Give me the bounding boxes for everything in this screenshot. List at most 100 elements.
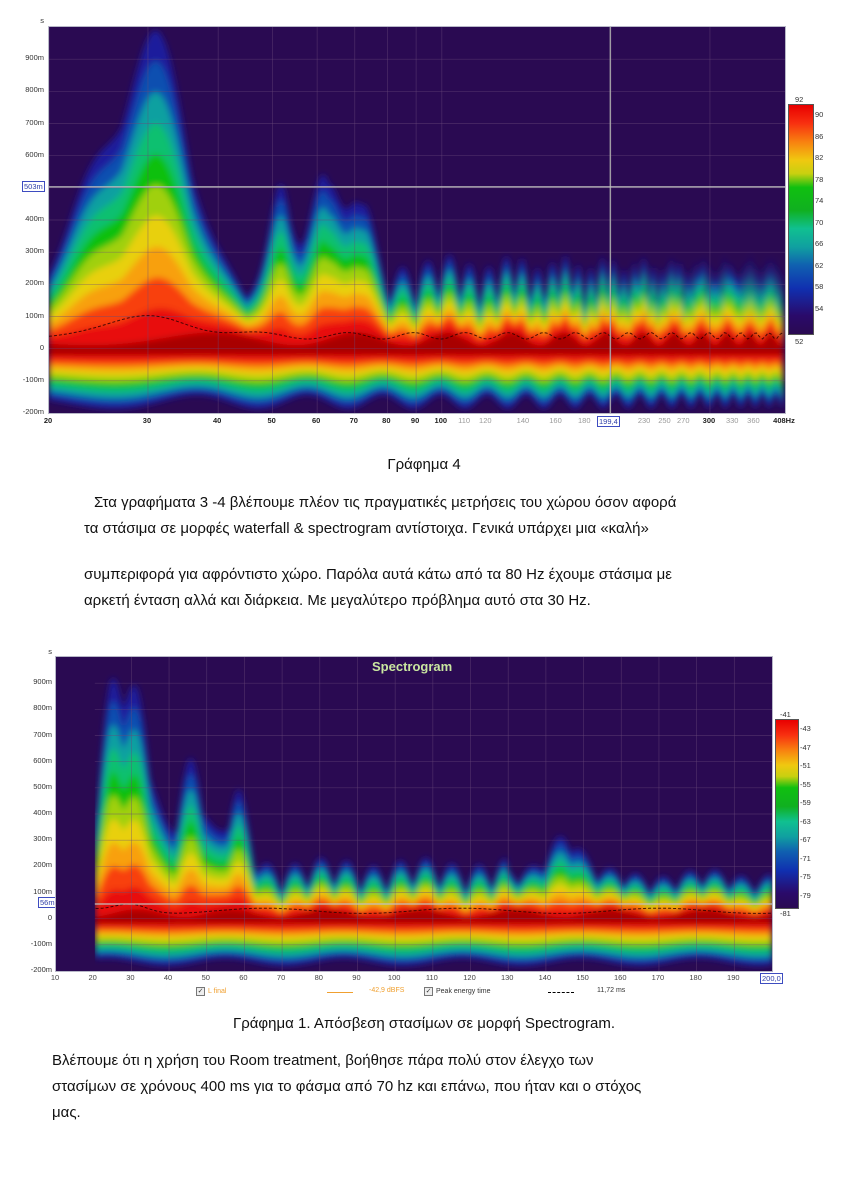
y-tick-label: 700m: [33, 729, 52, 739]
colorbar-tick-label: -55: [800, 779, 811, 789]
colorbar-tick-label: 78: [815, 174, 824, 184]
body-paragraph-2: συμπεριφορά για αφρόντιστο χώρο. Παρόλα …: [84, 562, 804, 614]
cursor-y-readout[interactable]: 503m: [22, 181, 45, 192]
x-tick-label: 120: [479, 416, 492, 425]
colorbar: [775, 719, 799, 909]
peak-energy-checkbox[interactable]: ✓: [424, 987, 433, 996]
y-tick-label: 800m: [25, 85, 44, 95]
y-tick-label: 900m: [25, 53, 44, 63]
l-final-value-text: -42,9 dBFS: [369, 987, 405, 994]
paragraph-line: στασίμων σε χρόνους 400 ms για το φάσμα …: [52, 1078, 642, 1095]
peak-energy-label: Peak energy time: [436, 988, 491, 995]
x-tick-label: 140: [538, 973, 552, 982]
colorbar-tick-label: 90: [815, 110, 824, 119]
spectrogram-heatmap: [56, 657, 772, 971]
colorbar-tick-label: 70: [815, 217, 824, 227]
colorbar-min: 52: [795, 337, 804, 346]
paragraph-line: αρκετή ένταση αλλά και διάρκεια. Με μεγα…: [84, 592, 591, 609]
y-tick-label: 400m: [25, 214, 44, 223]
x-tick-label: 230: [637, 416, 651, 425]
legend-l-final[interactable]: ✓ L final: [196, 987, 226, 996]
x-tick-label: 110: [458, 416, 471, 425]
colorbar-tick-label: 74: [815, 196, 824, 205]
l-final-checkbox[interactable]: ✓: [196, 987, 205, 996]
x-tick-label: 40: [163, 973, 173, 982]
x-tick-label: 360: [747, 416, 760, 425]
colorbar-max: -41: [780, 710, 791, 719]
x-tick-label: 130: [500, 973, 514, 982]
colorbar-tick-label: -63: [800, 816, 811, 826]
y-tick-label: 300m: [25, 246, 44, 256]
x-tick-label: 120: [463, 973, 476, 982]
colorbar-tick-label: -79: [800, 890, 811, 900]
y-tick-label: 500m: [33, 781, 52, 791]
y-tick-label: 0: [47, 912, 52, 922]
x-tick-label: 10: [50, 973, 60, 982]
y-axis-unit: s: [40, 16, 44, 25]
x-tick-label: 110: [425, 973, 438, 982]
x-tick-label: 160: [613, 973, 627, 982]
x-tick-label: 30: [142, 416, 152, 425]
figure-caption-1: Γράφημα 1. Απόσβεση στασίμων σε μορφή Sp…: [232, 1015, 616, 1032]
x-tick-label: 50: [267, 416, 276, 425]
colorbar-tick-label: -59: [800, 798, 811, 807]
chart-title: Spectrogram: [372, 659, 453, 674]
colorbar-tick-label: -71: [800, 853, 811, 863]
x-tick-label: 90: [410, 416, 420, 425]
x-tick-label: 30: [126, 973, 135, 982]
paragraph-line: Βλέπουμε ότι η χρήση του Room treatment,…: [52, 1052, 594, 1069]
y-tick-label: 400m: [33, 808, 52, 817]
x-tick-label: 60: [311, 416, 321, 425]
colorbar-tick-label: -47: [800, 742, 811, 752]
x-tick-label: 408Hz: [773, 416, 795, 425]
colorbar-tick-label: 54: [815, 303, 824, 313]
cursor-x-readout[interactable]: 200,0: [760, 973, 783, 984]
x-tick-label: 300: [702, 416, 716, 425]
legend-peak-energy[interactable]: ✓ Peak energy time: [424, 987, 490, 996]
colorbar-min: -81: [780, 909, 791, 918]
paragraph-line: συμπεριφορά για αφρόντιστο χώρο. Παρόλα …: [84, 566, 672, 583]
y-tick-label: 900m: [33, 677, 52, 687]
y-axis-unit: s: [48, 647, 52, 656]
x-tick-label: 20: [43, 416, 53, 425]
x-tick-label: 250: [658, 416, 671, 425]
x-tick-label: 270: [676, 416, 690, 425]
x-tick-label: 140: [516, 416, 530, 425]
y-tick-label: 600m: [25, 149, 44, 159]
x-tick-label: 150: [576, 973, 589, 982]
body-paragraph-1: Στα γραφήματα 3 -4 βλέπουμε πλέον τις πρ…: [84, 490, 804, 542]
l-final-value: -42,9 dBFS: [369, 987, 404, 994]
waterfall-plot-area[interactable]: [48, 26, 786, 414]
peak-energy-value: 11,72 ms: [597, 987, 625, 994]
peak-energy-dash-swatch: [548, 992, 574, 993]
x-tick-label: 170: [651, 973, 665, 982]
cursor-y-readout[interactable]: 56m: [38, 897, 57, 908]
colorbar: [788, 104, 814, 335]
colorbar-tick-label: -67: [800, 835, 811, 844]
y-tick-label: 200m: [33, 860, 52, 870]
y-tick-label: 100m: [25, 310, 44, 320]
waterfall-chart: s 900m 800m 700m 600m 400m 300m 200m 100m 0 -100m…: [0, 0, 848, 440]
x-tick-label: 70: [276, 973, 286, 982]
colorbar-tick-label: -43: [800, 724, 811, 733]
spectrogram-plot-area[interactable]: Spectrogram: [55, 656, 773, 972]
peak-energy-value-text: 11,72 ms: [597, 987, 626, 994]
l-final-label: L final: [208, 988, 227, 995]
colorbar-tick-label: 58: [815, 282, 824, 291]
x-tick-label: 100: [434, 416, 448, 425]
x-tick-label: 50: [201, 973, 210, 982]
x-tick-label: 180: [578, 416, 591, 425]
x-tick-label: 100: [387, 973, 401, 982]
paragraph-line: Στα γραφήματα 3 -4 βλέπουμε πλέον τις πρ…: [94, 494, 677, 511]
x-tick-label: 90: [352, 973, 361, 982]
paragraph-line: μας.: [52, 1104, 81, 1121]
y-tick-label: 0: [39, 342, 44, 352]
colorbar-tick-label: -51: [800, 761, 811, 770]
x-tick-label: 330: [725, 416, 739, 425]
x-tick-label: 180: [689, 973, 702, 982]
cursor-x-readout[interactable]: 199,4: [597, 416, 620, 427]
y-tick-label: -200m: [22, 407, 44, 416]
colorbar-tick-label: -75: [800, 872, 811, 881]
colorbar-tick-label: 66: [815, 239, 824, 248]
spectrogram-chart: s 900m 800m 700m 600m 500m 400m 300m 200m 100m 0 -…: [0, 640, 848, 1010]
